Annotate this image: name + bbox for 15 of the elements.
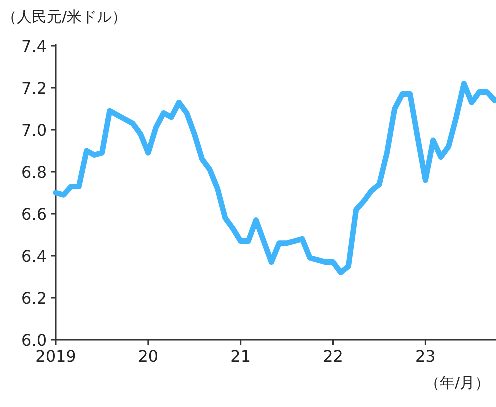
xlabel: （年/月） [424, 374, 490, 392]
ytick: 6.8 [22, 163, 47, 182]
ytick: 7.2 [22, 79, 47, 98]
xtick: 22 [323, 347, 344, 366]
ytick: 7.0 [22, 121, 47, 140]
ytick: 6.2 [22, 289, 47, 308]
ylabel: （人民元/米ドル） [2, 8, 128, 26]
ytick: 6.0 [22, 331, 47, 350]
xtick: 21 [230, 347, 252, 366]
ytick: 6.6 [22, 205, 47, 224]
xtick: 20 [138, 347, 159, 366]
xtick: 2019 [36, 347, 76, 366]
ytick: 7.4 [22, 37, 47, 56]
xtick: 23 [416, 347, 436, 366]
ytick: 6.4 [22, 247, 47, 266]
